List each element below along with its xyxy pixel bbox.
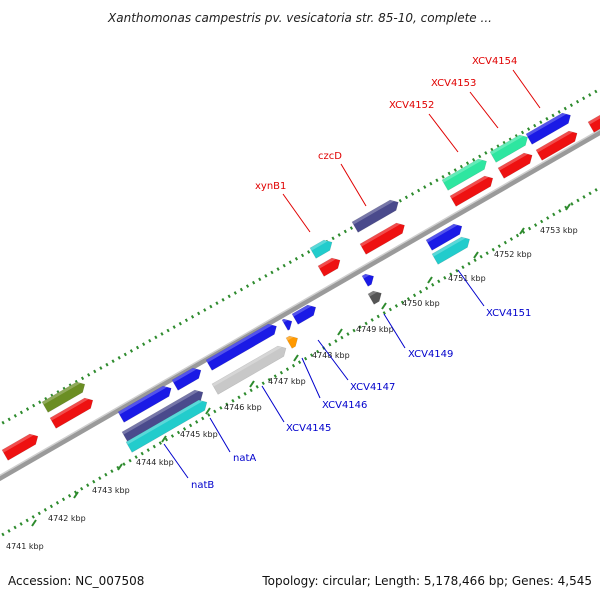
gene-feature[interactable] xyxy=(41,379,88,413)
tick-label: 4742 kbp xyxy=(48,514,86,523)
genome-backbone-highlight xyxy=(0,128,600,477)
gene-feature[interactable] xyxy=(309,237,335,259)
tick-label: 4750 kbp xyxy=(402,299,440,308)
major-tick xyxy=(473,251,479,259)
callout-leader xyxy=(261,385,285,423)
gene-label-upper[interactable]: xynB1 xyxy=(255,181,286,192)
callout-leader xyxy=(383,313,406,349)
gene-feature[interactable] xyxy=(359,220,408,255)
tick-label: 4751 kbp xyxy=(448,274,486,283)
gene-feature[interactable] xyxy=(449,173,496,207)
major-tick xyxy=(565,203,571,211)
gene-label-lower[interactable]: XCV4145 xyxy=(286,423,331,434)
major-tick xyxy=(161,435,167,443)
gene-feature[interactable] xyxy=(205,321,280,371)
gene-feature[interactable] xyxy=(171,365,204,391)
gene-feature[interactable] xyxy=(525,110,574,145)
gene-features xyxy=(1,110,600,461)
gene-label-upper[interactable]: XCV4152 xyxy=(389,100,434,111)
gene-label-lower[interactable]: XCV4151 xyxy=(486,308,531,319)
gene-feature[interactable] xyxy=(587,112,600,133)
gene-feature[interactable] xyxy=(125,397,210,453)
tick-label: 4753 kbp xyxy=(540,226,578,235)
tick-label: 4752 kbp xyxy=(494,250,532,259)
gene-label-lower[interactable]: natA xyxy=(233,453,256,464)
tick-label: 4748 kbp xyxy=(312,351,350,360)
gene-feature[interactable] xyxy=(497,150,535,179)
gene-feature[interactable] xyxy=(285,333,301,349)
major-tick xyxy=(427,276,433,284)
gene-label-upper[interactable]: XCV4154 xyxy=(472,56,517,67)
gene-feature[interactable] xyxy=(49,395,96,429)
callout-leader xyxy=(301,357,321,399)
accession-text: Accession: NC_007508 xyxy=(8,574,144,588)
callout-leader xyxy=(512,69,541,109)
major-tick xyxy=(117,463,123,471)
tick-label: 4749 kbp xyxy=(356,325,394,334)
gene-feature[interactable] xyxy=(317,255,343,277)
gene-callouts: xynB1 czcD XCV4152 XCV4153 XCV4154 natB natA XC… xyxy=(163,56,541,491)
gene-feature[interactable] xyxy=(1,431,41,461)
major-tick xyxy=(249,380,255,388)
gene-feature[interactable] xyxy=(535,128,580,161)
gene-feature[interactable] xyxy=(121,387,206,443)
gene-feature[interactable] xyxy=(291,302,319,325)
gene-feature[interactable] xyxy=(281,316,295,331)
gene-feature[interactable] xyxy=(441,156,490,191)
major-tick xyxy=(381,302,387,310)
tick-label: 4746 kbp xyxy=(224,403,262,412)
major-tick xyxy=(31,519,37,527)
gene-label-lower[interactable]: XCV4146 xyxy=(322,400,367,411)
gene-feature[interactable] xyxy=(425,221,465,251)
callout-leader xyxy=(209,417,231,453)
tick-label: 4744 kbp xyxy=(136,458,174,467)
gene-feature[interactable] xyxy=(489,132,531,163)
tick-label: 4741 kbp xyxy=(6,542,44,551)
callout-leader xyxy=(469,91,499,129)
gene-feature[interactable] xyxy=(367,288,384,305)
callout-leader xyxy=(317,339,349,381)
gene-feature[interactable] xyxy=(431,234,473,265)
major-tick xyxy=(293,354,299,362)
callout-leader xyxy=(457,269,485,307)
gene-feature[interactable] xyxy=(211,343,289,395)
callout-leader xyxy=(428,113,459,153)
scale-ticks: 4741 kbp 4742 kbp 4743 kbp 4744 kbp 4745 kbp… xyxy=(6,203,578,551)
major-tick xyxy=(73,491,79,499)
lower-tick-track xyxy=(0,185,600,538)
topology-stats-text: Topology: circular; Length: 5,178,466 bp… xyxy=(261,574,592,588)
gene-feature[interactable] xyxy=(351,197,401,233)
callout-leader xyxy=(163,443,189,479)
callout-leader xyxy=(340,163,367,207)
major-tick xyxy=(205,407,211,415)
upper-tick-track xyxy=(0,87,600,427)
map-title: Xanthomonas campestris pv. vesicatoria s… xyxy=(107,11,492,25)
gene-feature[interactable] xyxy=(361,271,377,287)
gene-label-upper[interactable]: XCV4153 xyxy=(431,78,476,89)
tick-label: 4745 kbp xyxy=(180,430,218,439)
genome-backbone xyxy=(0,129,600,482)
gene-label-lower[interactable]: natB xyxy=(191,480,214,491)
major-tick xyxy=(337,328,343,336)
tick-label: 4747 kbp xyxy=(268,377,306,386)
callout-leader xyxy=(282,193,311,233)
gene-label-lower[interactable]: XCV4147 xyxy=(350,382,395,393)
gene-feature[interactable] xyxy=(117,383,174,423)
gene-label-upper[interactable]: czcD xyxy=(318,151,342,162)
major-tick xyxy=(519,227,525,235)
tick-label: 4743 kbp xyxy=(92,486,130,495)
gene-label-lower[interactable]: XCV4149 xyxy=(408,349,453,360)
